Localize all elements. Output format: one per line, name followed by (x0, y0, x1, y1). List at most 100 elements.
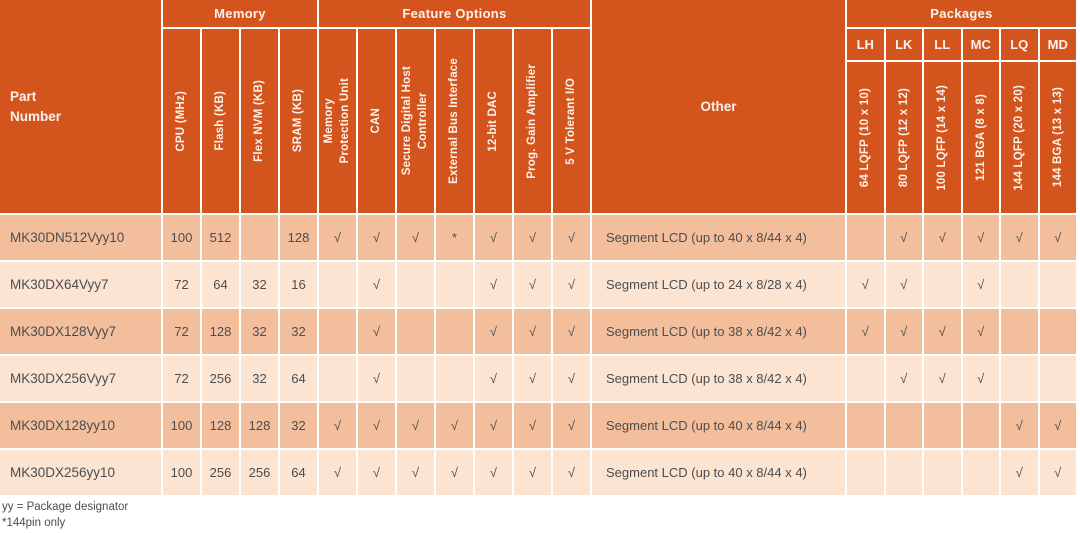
cpu-mhz-label: CPU (MHz) (175, 90, 188, 152)
flex-nvm-cell: 32 (241, 356, 278, 401)
feature-check-cell: √ (436, 450, 473, 495)
feature-check-cell: * (436, 215, 473, 260)
package-check-cell (1001, 309, 1038, 354)
package-check-cell: √ (962, 309, 999, 354)
memory-col-header-cpu: CPU (MHz) (163, 29, 200, 213)
flash-cell: 64 (202, 262, 239, 307)
sram-cell: 16 (280, 262, 317, 307)
package-code-header-lh: LH (847, 29, 884, 60)
sram-cell: 128 (280, 215, 317, 260)
package-check-cell (924, 262, 961, 307)
package-code-header-ll: LL (924, 29, 961, 60)
feature-check-cell: √ (358, 403, 395, 448)
80-lqfp-label: 80 LQFP (12 x 12) (897, 87, 910, 188)
feature-col-header-dac: 12-bit DAC (475, 29, 512, 213)
5v-tolerant-io-label: 5 V Tolerant I/O (565, 77, 578, 165)
flash-cell: 256 (202, 450, 239, 495)
feature-col-header-pga: Prog. Gain Amplifier (514, 29, 551, 213)
package-check-cell: √ (962, 262, 999, 307)
part-number-cell: MK30DN512Vyy10 (0, 215, 161, 260)
flash-cell: 256 (202, 356, 239, 401)
feature-check-cell: √ (319, 450, 356, 495)
feature-check-cell: √ (397, 215, 434, 260)
package-check-cell (1001, 356, 1038, 401)
memory-col-header-sram: SRAM (KB) (280, 29, 317, 213)
part-number-cell: MK30DX128yy10 (0, 403, 161, 448)
flex-nvm-kb-label: Flex NVM (KB) (253, 80, 266, 162)
part-number-header: Part Number (0, 0, 161, 213)
sram-cell: 64 (280, 450, 317, 495)
packages-group-header: Packages (847, 0, 1076, 27)
package-check-cell (1001, 262, 1038, 307)
feature-check-cell: √ (475, 450, 512, 495)
package-check-cell: √ (1039, 403, 1076, 448)
package-check-cell: √ (885, 262, 922, 307)
footnote-asterisk: *144pin only (2, 516, 66, 529)
feature-check-cell: √ (514, 215, 551, 260)
feature-col-header-can: CAN (358, 29, 395, 213)
cpu-cell: 72 (163, 356, 200, 401)
feature-check-cell (397, 356, 434, 401)
package-check-cell: √ (924, 215, 961, 260)
feature-check-cell (319, 262, 356, 307)
121-bga-label: 121 BGA (8 x 8) (974, 94, 987, 181)
package-check-cell (847, 356, 884, 401)
secure-digital-host-controller-label: Secure Digital Host Controller (401, 66, 430, 176)
cpu-cell: 100 (163, 215, 200, 260)
feature-check-cell: √ (397, 450, 434, 495)
feature-check-cell: √ (553, 403, 590, 448)
package-check-cell: √ (1001, 450, 1038, 495)
package-check-cell (885, 403, 922, 448)
package-check-cell (847, 403, 884, 448)
feature-check-cell: √ (553, 215, 590, 260)
part-number-cell: MK30DX64Vyy7 (0, 262, 161, 307)
feature-check-cell: √ (553, 356, 590, 401)
feature-check-cell (436, 356, 473, 401)
package-check-cell: √ (962, 215, 999, 260)
footnotes: yy = Package designator *144pin only (2, 500, 1080, 531)
feature-check-cell: √ (319, 403, 356, 448)
package-check-cell (962, 450, 999, 495)
other-cell: Segment LCD (up to 40 x 8/44 x 4) (592, 215, 845, 260)
cpu-cell: 100 (163, 450, 200, 495)
package-check-cell: √ (1001, 215, 1038, 260)
package-check-cell (924, 403, 961, 448)
feature-check-cell: √ (475, 215, 512, 260)
flash-cell: 128 (202, 403, 239, 448)
other-cell: Segment LCD (up to 38 x 8/42 x 4) (592, 309, 845, 354)
flex-nvm-cell: 128 (241, 403, 278, 448)
feature-check-cell: √ (514, 262, 551, 307)
footnote-yy: yy = Package designator (2, 501, 129, 513)
package-check-cell: √ (1001, 403, 1038, 448)
part-number-header-label: Part Number (10, 88, 62, 124)
feature-check-cell: √ (436, 403, 473, 448)
memory-protection-unit-label: Memory Protection Unit (323, 78, 352, 164)
package-check-cell (1039, 309, 1076, 354)
feature-check-cell: √ (475, 356, 512, 401)
flex-nvm-cell: 32 (241, 309, 278, 354)
other-cell: Segment LCD (up to 24 x 8/28 x 4) (592, 262, 845, 307)
package-code-header-lk: LK (885, 29, 922, 60)
package-check-cell: √ (924, 356, 961, 401)
package-code-header-mc: MC (962, 29, 999, 60)
feature-check-cell: √ (514, 403, 551, 448)
12-bit-dac-label: 12-bit DAC (487, 90, 500, 152)
package-check-cell: √ (885, 356, 922, 401)
package-check-cell: √ (847, 262, 884, 307)
feature-check-cell: √ (319, 215, 356, 260)
package-code-header-md: MD (1039, 29, 1076, 60)
feature-check-cell: √ (514, 450, 551, 495)
package-check-cell (1039, 356, 1076, 401)
part-number-cell: MK30DX128Vyy7 (0, 309, 161, 354)
package-desc-header-md: 144 BGA (13 x 13) (1039, 62, 1076, 213)
flash-cell: 128 (202, 309, 239, 354)
feature-options-group-header: Feature Options (319, 0, 590, 27)
prog-gain-amplifier-label: Prog. Gain Amplifier (526, 63, 539, 179)
feature-check-cell: √ (514, 356, 551, 401)
cpu-cell: 72 (163, 309, 200, 354)
package-desc-header-lh: 64 LQFP (10 x 10) (847, 62, 884, 213)
package-check-cell (847, 450, 884, 495)
flex-nvm-cell: 32 (241, 262, 278, 307)
feature-check-cell (397, 262, 434, 307)
feature-check-cell: √ (553, 262, 590, 307)
